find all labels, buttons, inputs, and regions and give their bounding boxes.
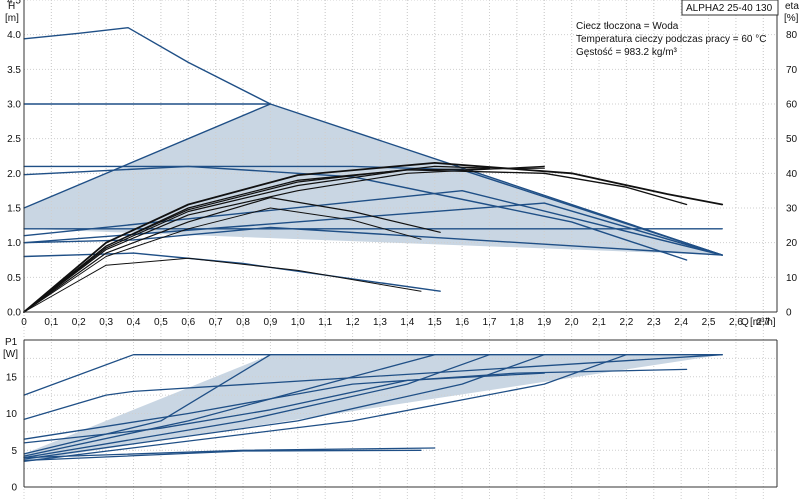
x-tick-label: 1,4 <box>400 317 414 328</box>
x-tick-label: 2,0 <box>565 317 579 328</box>
x-tick-label: 0,8 <box>236 317 250 328</box>
power-curve-5 <box>23 354 436 457</box>
p1-y-tick-label: 10 <box>6 409 18 420</box>
x-axis-unit: [m³/h] <box>750 317 776 328</box>
top-curves <box>23 27 724 313</box>
top-y-unit: [m] <box>5 13 19 24</box>
y2-tick-label: 50 <box>786 134 798 145</box>
x-tick-label: 0,9 <box>263 317 277 328</box>
x-tick-label: 0,6 <box>181 317 195 328</box>
head-curve-4 <box>23 165 688 261</box>
y2-tick-label: 30 <box>786 204 798 215</box>
power-curve-2 <box>23 368 688 440</box>
x-tick-label: 2,5 <box>702 317 716 328</box>
top-y2-label: eta <box>785 1 799 12</box>
power-curve-0 <box>23 354 723 421</box>
note-density: Gęstość = 983.2 kg/m³ <box>576 47 678 58</box>
head-curve-5 <box>23 190 723 256</box>
y-tick-label: 0.0 <box>7 308 21 319</box>
y-tick-label: 2.5 <box>7 134 21 145</box>
x-tick-label: 2,4 <box>674 317 688 328</box>
y-tick-label: 1.5 <box>7 204 21 215</box>
head-curve-2 <box>23 103 272 209</box>
power-curve-1 <box>23 354 723 396</box>
y2-tick-label: 20 <box>786 238 798 249</box>
y-tick-label: 3.0 <box>7 100 21 111</box>
x-tick-label: 1,7 <box>483 317 497 328</box>
x-tick-label: 2,1 <box>592 317 606 328</box>
head-curve-8 <box>23 226 723 256</box>
y-tick-label: 1.0 <box>7 238 21 249</box>
power-curve-3 <box>23 372 545 444</box>
x-tick-label: 0,3 <box>99 317 113 328</box>
bottom-y-unit: [W] <box>3 349 18 360</box>
efficiency-curve-13 <box>23 167 545 313</box>
x-tick-label: 2,7 <box>756 317 770 328</box>
p1-y-tick-label: 5 <box>11 446 17 457</box>
note-temperature: Temperatura cieczy podczas pracy = 60 °C <box>576 34 766 45</box>
efficiency-curve-10 <box>23 162 724 313</box>
y-tick-label: 4.5 <box>7 0 21 7</box>
chart-title: ALPHA2 25-40 130 <box>686 3 773 14</box>
power-curve-4 <box>23 354 272 455</box>
bottom-axes: 0 5 10 15 <box>6 339 778 494</box>
y-tick-label: 0.5 <box>7 273 21 284</box>
x-tick-label: 1,6 <box>455 317 469 328</box>
x-tick-label: 0,7 <box>209 317 223 328</box>
x-tick-label: 1,2 <box>346 317 360 328</box>
bottom-y-label: P1 <box>5 337 18 348</box>
x-tick-label: 0,5 <box>154 317 168 328</box>
x-tick-label: 2,6 <box>729 317 743 328</box>
p1-y-tick-label: 0 <box>11 483 17 494</box>
power-curve-10 <box>23 449 422 462</box>
x-tick-label: 0 <box>21 317 27 328</box>
top-axes: 0 0,1 0,2 0,3 0,4 0,5 0,6 0,7 0,8 0,9 1,0 1,1 1,2 1,3… <box>7 0 798 328</box>
note-liquid: Ciecz tłoczona = Woda <box>576 21 679 32</box>
x-tick-label: 2,2 <box>619 317 633 328</box>
power-curve-8 <box>23 354 628 462</box>
chart-title-box <box>681 0 779 16</box>
power-curve-6 <box>23 354 491 459</box>
power-curve-9 <box>23 447 436 459</box>
top-y2-unit: [%] <box>784 13 799 24</box>
y-tick-label: 3.5 <box>7 65 21 76</box>
efficiency-curve-15 <box>23 197 441 313</box>
efficiency-curve-16 <box>23 207 422 313</box>
x-tick-label: 1,9 <box>537 317 551 328</box>
y-tick-label: 4.0 <box>7 30 21 41</box>
efficiency-curve-14 <box>23 165 545 313</box>
y2-tick-label: 80 <box>786 30 798 41</box>
top-y-label: H <box>8 1 15 12</box>
x-axis-label: Q <box>741 317 749 328</box>
y2-tick-label: 70 <box>786 65 798 76</box>
y2-tick-label: 0 <box>786 308 792 319</box>
x-tick-label: 1,1 <box>318 317 332 328</box>
x-tick-label: 1,0 <box>291 317 305 328</box>
efficiency-curve-17 <box>23 257 422 313</box>
y2-tick-label: 60 <box>786 100 798 111</box>
x-tick-label: 0,2 <box>72 317 86 328</box>
y2-tick-label: 10 <box>786 273 798 284</box>
x-tick-label: 0,4 <box>127 317 141 328</box>
x-tick-label: 1,5 <box>428 317 442 328</box>
x-tick-label: 2,3 <box>647 317 661 328</box>
power-curve-7 <box>23 354 545 460</box>
x-tick-label: 1,3 <box>373 317 387 328</box>
efficiency-curve-12 <box>23 165 491 313</box>
bottom-curves <box>23 354 723 462</box>
y2-tick-label: 40 <box>786 169 798 180</box>
x-tick-label: 0,1 <box>44 317 58 328</box>
y-tick-label: 2.0 <box>7 169 21 180</box>
x-tick-label: 1,8 <box>510 317 524 328</box>
p1-y-tick-label: 15 <box>6 372 18 383</box>
